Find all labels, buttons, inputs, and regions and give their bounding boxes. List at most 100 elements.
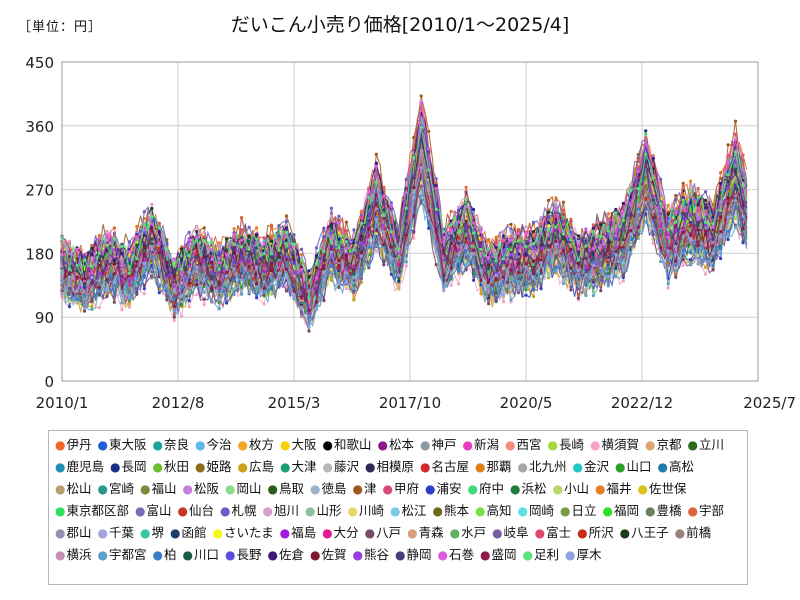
series-point xyxy=(255,296,259,300)
series-point xyxy=(180,303,184,307)
series-point xyxy=(689,183,693,187)
series-point xyxy=(374,249,378,253)
unit-label: ［単位：円］ xyxy=(18,20,103,35)
series-point xyxy=(404,264,408,268)
series-point xyxy=(726,237,730,242)
series-point xyxy=(472,278,476,282)
series-point xyxy=(704,265,708,269)
series-point xyxy=(292,233,296,237)
series-point xyxy=(457,272,461,276)
series-point xyxy=(202,290,206,294)
series-point xyxy=(501,234,506,238)
series-point xyxy=(719,256,723,261)
series-point xyxy=(344,285,348,289)
series-point xyxy=(262,302,266,306)
series-point xyxy=(501,230,506,234)
series-point xyxy=(704,272,708,276)
series-point xyxy=(487,239,491,243)
series-point xyxy=(681,263,685,267)
series-point xyxy=(269,292,274,296)
series-point xyxy=(195,224,199,228)
series-point xyxy=(344,220,348,224)
series-point xyxy=(539,279,543,283)
series-point xyxy=(509,222,513,226)
series-point xyxy=(389,272,393,276)
series-point xyxy=(142,287,146,291)
series-point xyxy=(681,181,685,185)
series-point xyxy=(277,224,281,228)
series-point xyxy=(726,143,730,147)
series-point xyxy=(210,237,214,241)
series-point xyxy=(329,206,333,210)
series-point xyxy=(150,202,154,206)
series-point xyxy=(644,129,648,133)
series-point xyxy=(524,288,528,292)
series-point xyxy=(172,318,176,323)
series-point xyxy=(689,258,693,262)
series-point xyxy=(195,293,199,297)
series-point xyxy=(733,119,738,123)
series-point xyxy=(449,283,453,287)
series-point xyxy=(621,279,625,283)
series-point xyxy=(561,200,566,204)
series-point xyxy=(284,219,289,223)
series-point xyxy=(546,198,551,203)
series-point xyxy=(666,203,670,207)
series-point xyxy=(397,287,401,291)
series-point xyxy=(299,247,304,251)
series-point xyxy=(606,212,610,216)
series-point xyxy=(314,246,319,250)
series-point xyxy=(329,214,333,218)
series-point xyxy=(90,305,94,309)
series-point xyxy=(97,305,101,310)
series-point xyxy=(284,214,289,218)
series-point xyxy=(659,177,663,181)
series-point xyxy=(202,226,206,230)
series-point xyxy=(501,300,506,304)
series-point xyxy=(269,234,274,238)
series-point xyxy=(322,226,326,230)
price-series xyxy=(60,94,748,333)
series-point xyxy=(696,262,700,266)
series-point xyxy=(97,233,101,237)
series-point xyxy=(232,227,236,231)
series-point xyxy=(554,196,558,200)
series-point xyxy=(195,229,199,234)
series-point xyxy=(329,278,333,282)
series-point xyxy=(135,224,139,228)
series-point xyxy=(120,308,124,312)
series-point xyxy=(531,294,536,299)
series-point xyxy=(546,273,551,278)
series-point xyxy=(157,291,161,295)
series-point xyxy=(427,129,431,133)
series-point xyxy=(472,207,476,212)
series-point xyxy=(554,200,558,204)
series-point xyxy=(666,286,670,290)
series-point xyxy=(479,292,483,296)
series-point xyxy=(142,292,146,296)
series-point xyxy=(546,276,551,280)
series-point xyxy=(531,220,536,224)
series-point xyxy=(307,269,311,273)
chart-title: だいこん小売り価格[2010/1～2025/4] xyxy=(230,14,570,36)
series-point xyxy=(187,230,191,234)
series-point xyxy=(651,241,655,245)
series-point xyxy=(546,268,551,273)
series-point xyxy=(374,152,378,156)
series-point xyxy=(202,303,206,307)
series-point xyxy=(629,182,633,186)
series-point xyxy=(524,225,528,229)
series-point xyxy=(127,305,131,309)
series-point xyxy=(202,230,206,234)
series-point xyxy=(674,193,678,198)
series-point xyxy=(674,198,678,202)
series-point xyxy=(352,232,356,236)
series-point xyxy=(419,94,423,98)
series-point xyxy=(352,228,356,232)
series-point xyxy=(247,225,251,229)
series-point xyxy=(180,314,184,318)
series-point xyxy=(539,287,543,291)
series-point xyxy=(689,179,693,183)
series-point xyxy=(67,239,72,243)
